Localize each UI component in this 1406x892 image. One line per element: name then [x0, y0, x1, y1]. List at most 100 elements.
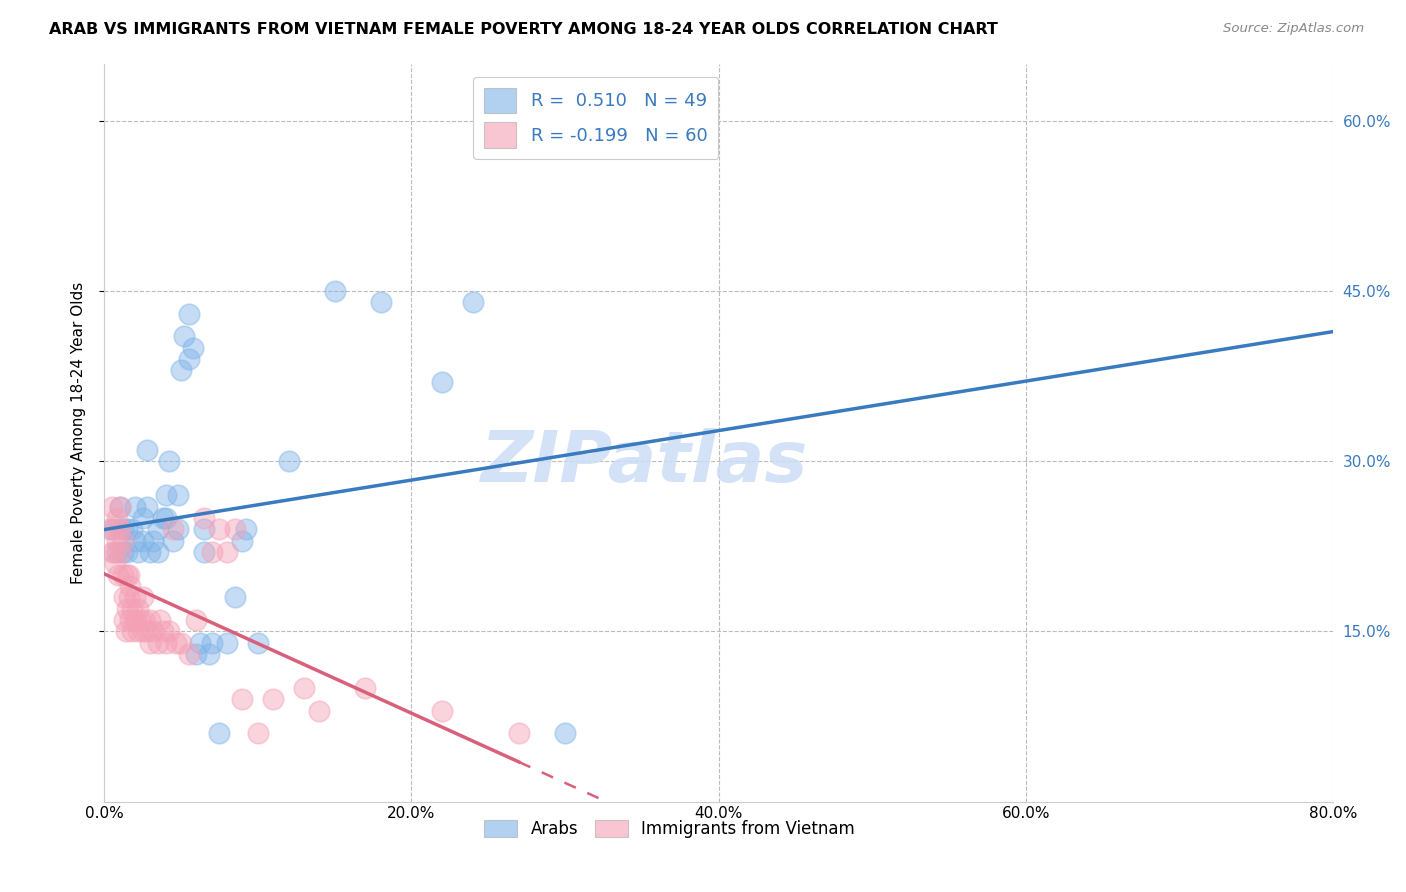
Point — [128, 613, 150, 627]
Point — [146, 545, 169, 559]
Point — [117, 601, 139, 615]
Point — [124, 591, 146, 605]
Point — [111, 567, 134, 582]
Point — [162, 533, 184, 548]
Point — [111, 533, 134, 548]
Point — [121, 522, 143, 536]
Point — [193, 522, 215, 536]
Point — [183, 341, 205, 355]
Point — [131, 591, 153, 605]
Point — [118, 567, 141, 582]
Point — [152, 624, 174, 639]
Point — [188, 636, 211, 650]
Point — [112, 613, 135, 627]
Point — [155, 636, 177, 650]
Point — [162, 522, 184, 536]
Point — [370, 295, 392, 310]
Point — [208, 522, 231, 536]
Point — [224, 522, 246, 536]
Point — [127, 624, 149, 639]
Point — [208, 726, 231, 740]
Text: ZIPatlas: ZIPatlas — [481, 428, 808, 497]
Point — [105, 533, 128, 548]
Point — [186, 613, 208, 627]
Point — [101, 545, 124, 559]
Point — [231, 533, 253, 548]
Point — [224, 591, 246, 605]
Point — [114, 624, 136, 639]
Point — [157, 454, 180, 468]
Point — [121, 601, 143, 615]
Point — [166, 636, 188, 650]
Point — [139, 545, 162, 559]
Point — [103, 545, 125, 559]
Point — [117, 522, 139, 536]
Point — [120, 579, 142, 593]
Point — [177, 352, 200, 367]
Point — [134, 613, 156, 627]
Point — [136, 500, 159, 514]
Point — [101, 522, 124, 536]
Point — [124, 533, 146, 548]
Point — [155, 488, 177, 502]
Point — [170, 636, 193, 650]
Point — [262, 692, 284, 706]
Point — [186, 647, 208, 661]
Point — [508, 726, 530, 740]
Point — [217, 545, 239, 559]
Point — [155, 511, 177, 525]
Point — [231, 692, 253, 706]
Point — [308, 704, 330, 718]
Point — [108, 500, 131, 514]
Point — [246, 636, 269, 650]
Text: ARAB VS IMMIGRANTS FROM VIETNAM FEMALE POVERTY AMONG 18-24 YEAR OLDS CORRELATION: ARAB VS IMMIGRANTS FROM VIETNAM FEMALE P… — [49, 22, 998, 37]
Point — [101, 500, 124, 514]
Point — [430, 375, 453, 389]
Point — [146, 522, 169, 536]
Point — [167, 522, 190, 536]
Point — [461, 295, 484, 310]
Point — [108, 545, 131, 559]
Point — [139, 636, 162, 650]
Text: Source: ZipAtlas.com: Source: ZipAtlas.com — [1223, 22, 1364, 36]
Point — [152, 511, 174, 525]
Point — [131, 624, 153, 639]
Point — [117, 567, 139, 582]
Point — [323, 284, 346, 298]
Point — [139, 613, 162, 627]
Point — [111, 522, 134, 536]
Point — [354, 681, 377, 695]
Point — [167, 488, 190, 502]
Point — [104, 522, 127, 536]
Point — [142, 533, 165, 548]
Point — [108, 500, 131, 514]
Point — [136, 442, 159, 457]
Point — [246, 726, 269, 740]
Point — [131, 511, 153, 525]
Point — [112, 591, 135, 605]
Point — [121, 624, 143, 639]
Point — [124, 500, 146, 514]
Point — [136, 624, 159, 639]
Point — [107, 567, 129, 582]
Legend: Arabs, Immigrants from Vietnam: Arabs, Immigrants from Vietnam — [477, 814, 862, 845]
Point — [201, 636, 224, 650]
Point — [142, 624, 165, 639]
Point — [217, 636, 239, 650]
Point — [118, 591, 141, 605]
Point — [131, 533, 153, 548]
Y-axis label: Female Poverty Among 18-24 Year Olds: Female Poverty Among 18-24 Year Olds — [72, 282, 86, 584]
Point — [277, 454, 299, 468]
Point — [173, 329, 195, 343]
Point — [554, 726, 576, 740]
Point — [124, 613, 146, 627]
Point — [127, 601, 149, 615]
Point — [197, 647, 219, 661]
Point — [177, 307, 200, 321]
Point — [127, 545, 149, 559]
Point — [117, 545, 139, 559]
Point — [111, 545, 134, 559]
Point — [193, 545, 215, 559]
Point — [97, 522, 120, 536]
Point — [148, 613, 170, 627]
